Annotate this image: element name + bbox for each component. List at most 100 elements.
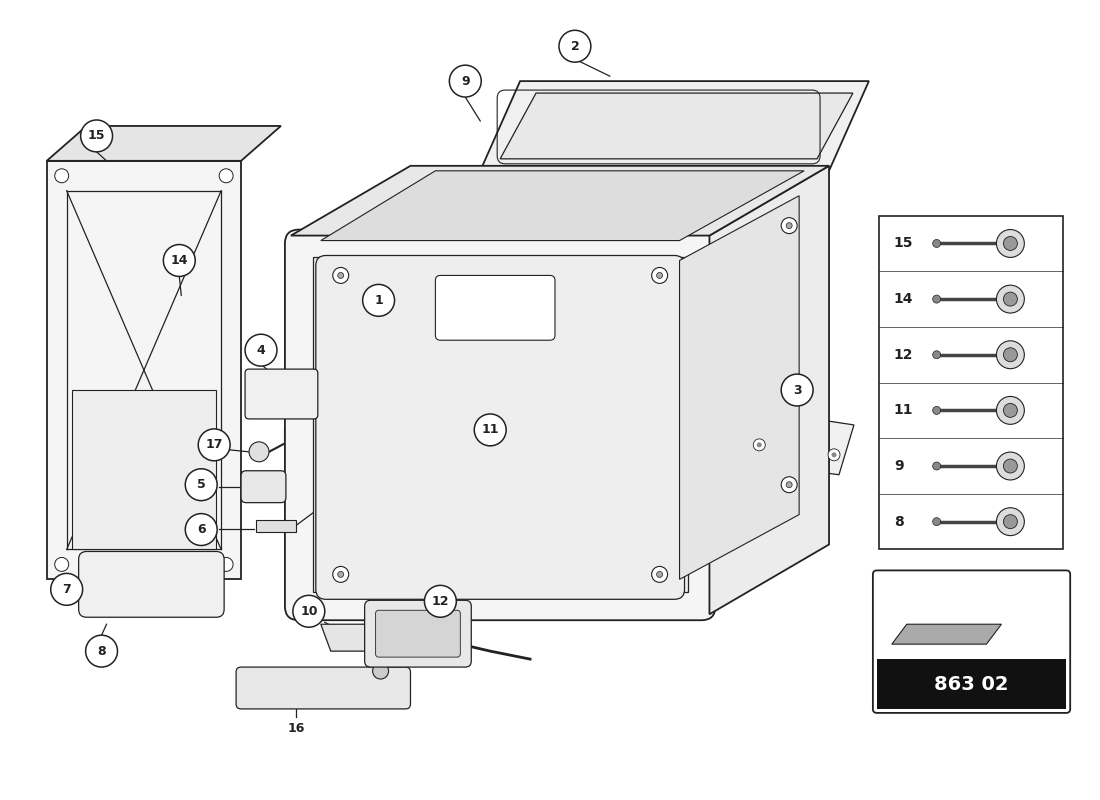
Circle shape <box>757 442 762 447</box>
FancyBboxPatch shape <box>245 369 318 419</box>
Circle shape <box>781 218 798 234</box>
Circle shape <box>997 285 1024 313</box>
Text: 6: 6 <box>197 523 206 536</box>
Circle shape <box>333 267 349 283</box>
FancyBboxPatch shape <box>285 230 715 620</box>
Text: 12: 12 <box>431 594 449 608</box>
FancyBboxPatch shape <box>236 667 410 709</box>
Circle shape <box>219 169 233 182</box>
Bar <box>879 216 1064 550</box>
Text: 9: 9 <box>461 74 470 88</box>
Circle shape <box>933 462 940 470</box>
Circle shape <box>185 514 217 546</box>
Text: 17: 17 <box>206 438 223 451</box>
Circle shape <box>55 169 68 182</box>
Circle shape <box>1003 237 1018 250</box>
Circle shape <box>373 663 388 679</box>
Text: 2: 2 <box>571 40 580 53</box>
Circle shape <box>55 558 68 571</box>
Polygon shape <box>680 196 799 579</box>
Circle shape <box>80 120 112 152</box>
Circle shape <box>333 566 349 582</box>
Circle shape <box>1003 459 1018 473</box>
Polygon shape <box>47 161 241 579</box>
Text: 11: 11 <box>894 403 913 418</box>
Polygon shape <box>321 624 440 651</box>
FancyBboxPatch shape <box>78 551 224 618</box>
Text: 12: 12 <box>894 348 913 362</box>
Circle shape <box>997 230 1024 258</box>
Polygon shape <box>47 126 280 161</box>
Circle shape <box>163 245 195 277</box>
Text: 15: 15 <box>88 130 106 142</box>
Circle shape <box>474 414 506 446</box>
Polygon shape <box>892 624 1001 644</box>
Polygon shape <box>256 519 296 531</box>
Text: 11: 11 <box>482 423 499 436</box>
Circle shape <box>1003 403 1018 418</box>
Polygon shape <box>710 166 829 614</box>
Circle shape <box>338 571 343 578</box>
Text: 8: 8 <box>97 645 106 658</box>
Polygon shape <box>290 166 829 235</box>
Circle shape <box>832 452 836 458</box>
Circle shape <box>198 429 230 461</box>
Text: 10: 10 <box>300 605 318 618</box>
Circle shape <box>86 635 118 667</box>
FancyBboxPatch shape <box>375 610 460 657</box>
Circle shape <box>559 30 591 62</box>
Text: 14: 14 <box>894 292 913 306</box>
Text: 7: 7 <box>63 583 72 596</box>
Polygon shape <box>290 235 710 614</box>
Polygon shape <box>312 258 688 592</box>
Circle shape <box>997 508 1024 536</box>
Text: 4: 4 <box>256 344 265 357</box>
Circle shape <box>997 341 1024 369</box>
Circle shape <box>933 295 940 303</box>
Bar <box>72 390 217 550</box>
Text: 5: 5 <box>197 478 206 491</box>
FancyBboxPatch shape <box>241 470 286 502</box>
Circle shape <box>997 452 1024 480</box>
Polygon shape <box>481 81 869 170</box>
Circle shape <box>933 406 940 414</box>
Circle shape <box>249 442 270 462</box>
FancyBboxPatch shape <box>436 275 556 340</box>
Circle shape <box>450 65 481 97</box>
Circle shape <box>185 469 217 501</box>
Circle shape <box>51 574 82 606</box>
Circle shape <box>338 273 343 278</box>
Text: 13: 13 <box>134 593 152 606</box>
Text: a passion for automobiles since 1985: a passion for automobiles since 1985 <box>352 481 689 498</box>
Text: 8: 8 <box>894 514 903 529</box>
FancyBboxPatch shape <box>316 255 684 599</box>
Polygon shape <box>739 410 854 474</box>
Circle shape <box>657 571 662 578</box>
Circle shape <box>245 334 277 366</box>
Circle shape <box>828 449 840 461</box>
Circle shape <box>786 482 792 488</box>
Polygon shape <box>321 170 804 241</box>
Circle shape <box>754 439 766 451</box>
Text: 14: 14 <box>170 254 188 267</box>
Circle shape <box>651 566 668 582</box>
Circle shape <box>293 595 324 627</box>
Circle shape <box>425 586 456 618</box>
Text: 9: 9 <box>894 459 903 473</box>
Circle shape <box>786 222 792 229</box>
Circle shape <box>1003 514 1018 529</box>
Circle shape <box>933 518 940 526</box>
Circle shape <box>363 285 395 316</box>
Polygon shape <box>500 93 852 159</box>
Circle shape <box>781 374 813 406</box>
Text: 1: 1 <box>374 294 383 307</box>
Text: 3: 3 <box>793 383 802 397</box>
Circle shape <box>219 558 233 571</box>
Text: 15: 15 <box>894 237 913 250</box>
Circle shape <box>933 350 940 358</box>
Circle shape <box>651 267 668 283</box>
Circle shape <box>1003 348 1018 362</box>
Text: eurob-parts: eurob-parts <box>279 395 760 464</box>
Circle shape <box>1003 292 1018 306</box>
FancyBboxPatch shape <box>364 600 471 667</box>
